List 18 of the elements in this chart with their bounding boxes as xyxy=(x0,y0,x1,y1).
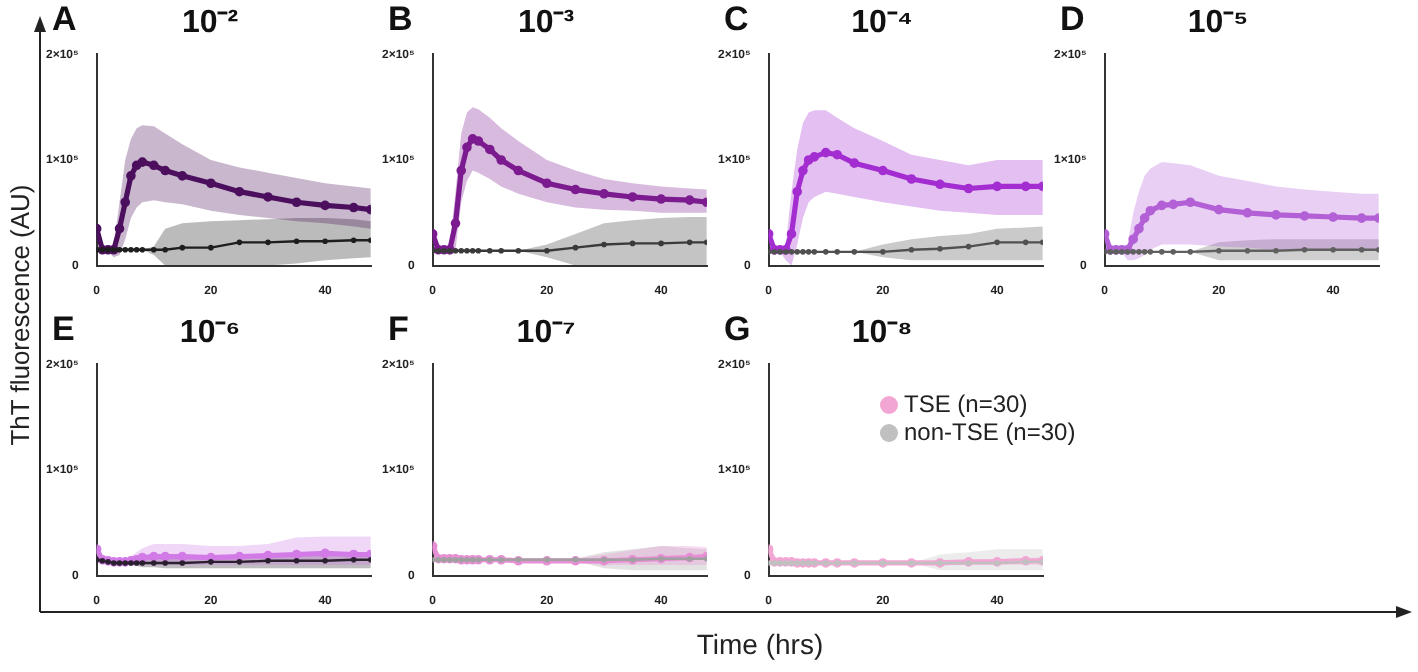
legend-label: non-TSE (n=30) xyxy=(904,418,1076,446)
chart-title: 10⁻⁵ xyxy=(1187,6,1249,41)
chart-title: 10⁻⁷ xyxy=(516,316,576,351)
chart-title: 10⁻⁶ xyxy=(179,316,241,351)
chart-title: 10⁻⁸ xyxy=(851,316,913,351)
y-axis-title: ThT fluorescence (AU) xyxy=(5,182,35,450)
text: F xyxy=(388,310,409,349)
legend-label: TSE (n=30) xyxy=(904,390,1028,418)
text: C xyxy=(724,0,749,39)
chart-title: 10⁻⁴ xyxy=(851,6,913,41)
chart-title: 10⁻³ xyxy=(517,6,575,41)
chart-title: 10⁻² xyxy=(181,6,239,41)
text: G xyxy=(724,310,751,349)
x-axis-title: Time (hrs) xyxy=(694,628,826,660)
text: A xyxy=(52,0,77,39)
text: B xyxy=(388,0,413,39)
text: E xyxy=(52,310,75,349)
text: D xyxy=(1060,0,1085,39)
